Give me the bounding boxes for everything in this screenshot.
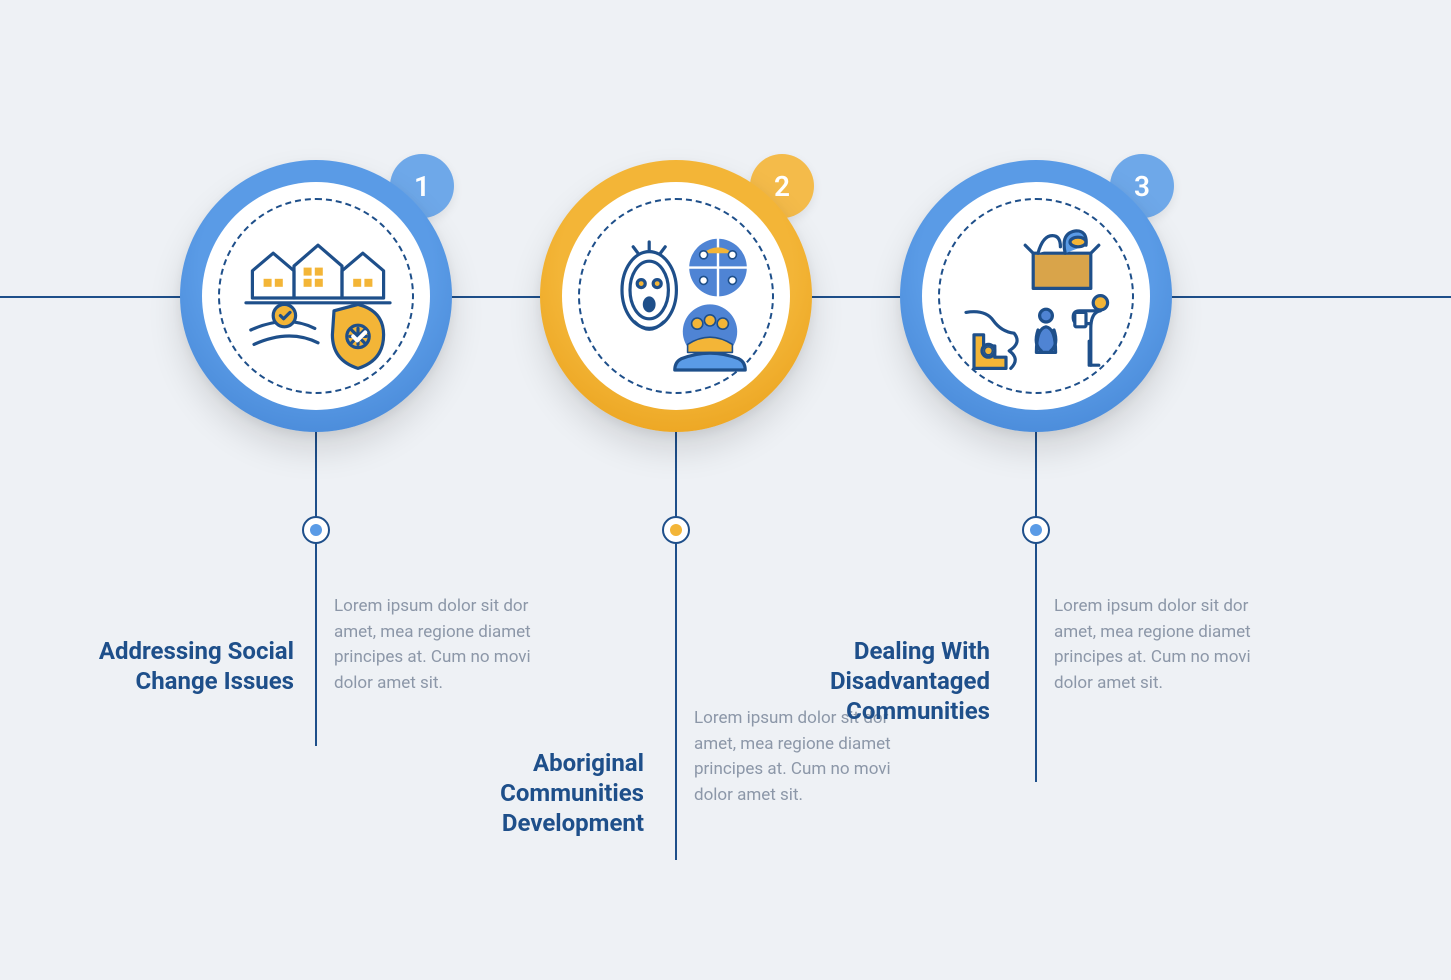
step-title: Dealing With Disadvantaged Communities <box>750 636 990 726</box>
step-node <box>302 516 330 544</box>
step-body: Lorem ipsum dolor sit dor amet, mea regi… <box>334 594 554 696</box>
step-node <box>662 516 690 544</box>
step-stem <box>315 424 317 746</box>
step-body: Lorem ipsum dolor sit dor amet, mea regi… <box>1054 594 1274 696</box>
step-title: Aboriginal Communities Development <box>404 748 644 838</box>
aboriginal-mask-icon <box>598 218 758 378</box>
step-ring <box>180 160 452 432</box>
step-ring <box>540 160 812 432</box>
step-ring <box>900 160 1172 432</box>
step-title: Addressing Social Change Issues <box>54 636 294 696</box>
community-houses-icon <box>238 218 398 378</box>
step-stem <box>675 424 677 860</box>
donation-box-icon <box>958 218 1118 378</box>
step-stem <box>1035 424 1037 782</box>
infographic-canvas: 1 Addressing Social Change IssuesLorem i… <box>0 0 1451 980</box>
step-node <box>1022 516 1050 544</box>
